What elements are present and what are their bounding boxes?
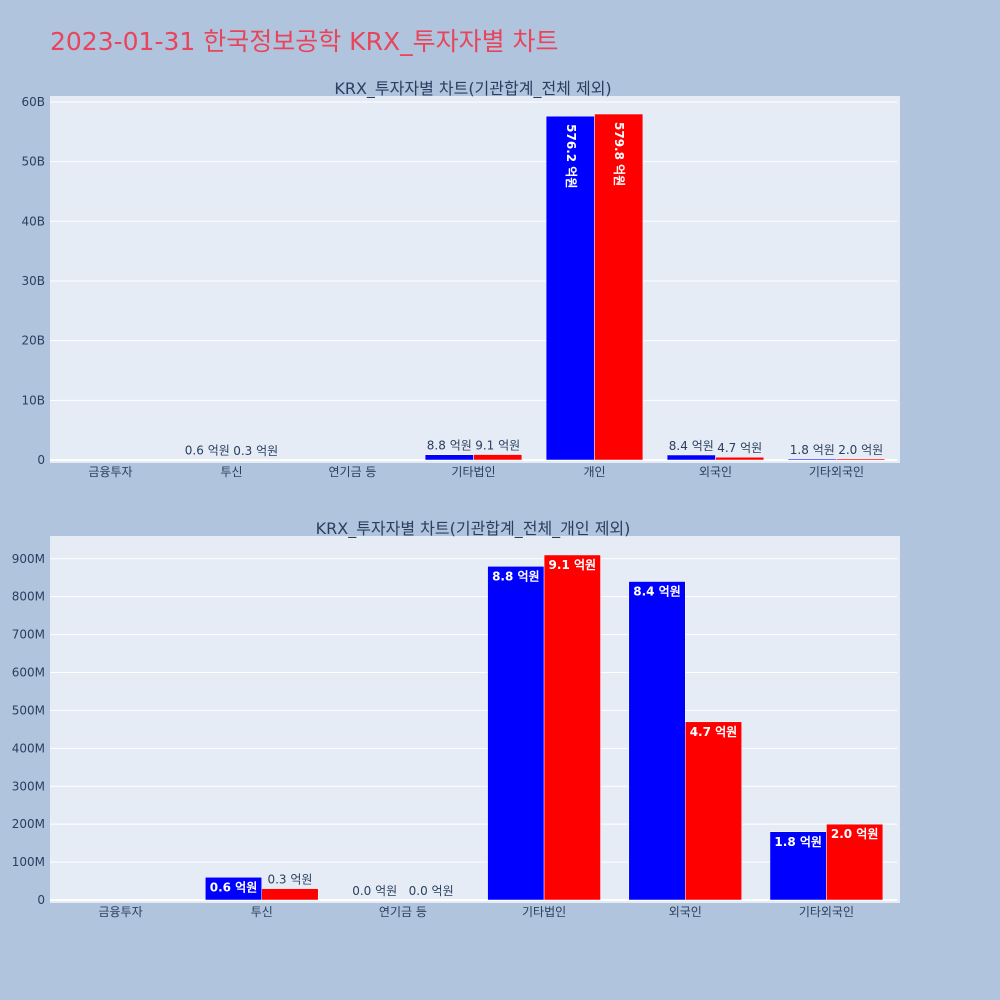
chart1-ytick-label: 30B — [21, 274, 45, 288]
chart2-xtick-label: 금융투자 — [98, 905, 142, 919]
chart2-data-label: 2.0 억원 — [831, 827, 879, 841]
chart2-xtick-label: 연기금 등 — [379, 905, 427, 919]
chart1-ytick-label: 60B — [21, 95, 45, 109]
chart1-plot-area — [50, 96, 900, 463]
chart2-xtick-label: 기타외국인 — [799, 905, 854, 919]
chart1-title: KRX_투자자별 차트(기관합계_전체 제외) — [334, 79, 611, 99]
chart2-bar[interactable] — [487, 566, 545, 901]
chart1-xtick-label: 기타법인 — [451, 465, 495, 479]
chart1-bar[interactable] — [545, 115, 595, 461]
chart2-ytick-label: 700M — [12, 628, 45, 642]
chart2-xtick-label: 기타법인 — [522, 905, 566, 919]
chart1-ytick-label: 10B — [21, 393, 45, 407]
chart1-bar[interactable] — [594, 113, 644, 461]
chart2-data-label: 9.1 억원 — [549, 558, 597, 572]
chart1-bar[interactable] — [666, 454, 716, 461]
chart2-ytick-label: 200M — [12, 817, 45, 831]
chart2-ytick-label: 300M — [12, 779, 45, 793]
chart1-ytick-label: 0 — [37, 453, 45, 467]
chart1-bar[interactable] — [473, 454, 523, 461]
chart1-xtick-label: 기타외국인 — [809, 465, 864, 479]
chart2-bar[interactable] — [826, 823, 884, 901]
chart2-ytick-label: 400M — [12, 741, 45, 755]
chart2-xtick-label: 투신 — [251, 905, 273, 919]
chart2-ytick-label: 600M — [12, 666, 45, 680]
chart2-data-label: 8.4 억원 — [633, 585, 681, 599]
chart1-xtick-label: 투신 — [220, 465, 242, 479]
chart2-data-label: 8.8 억원 — [492, 569, 540, 583]
chart2-ytick-label: 0 — [37, 893, 45, 907]
chart1-data-label: 2.0 억원 — [838, 443, 883, 457]
chart1-bar[interactable] — [787, 458, 837, 461]
chart1-xtick-label: 외국인 — [699, 465, 732, 479]
chart2-bar[interactable] — [769, 831, 827, 901]
chart2-data-label: 0.6 억원 — [210, 880, 258, 894]
chart2-ytick-label: 500M — [12, 703, 45, 717]
chart1-bar[interactable] — [424, 454, 474, 461]
chart1-xtick-label: 연기금 등 — [329, 465, 377, 479]
chart2-bar[interactable] — [685, 721, 742, 901]
chart2-ytick-label: 900M — [12, 552, 45, 566]
chart2-data-label: 0.0 억원 — [352, 884, 397, 898]
chart2-bar[interactable] — [628, 581, 686, 901]
chart2-data-label: 0.0 억원 — [409, 884, 454, 898]
chart1-data-label: 576.2 억원 — [564, 124, 578, 188]
chart1-ytick-label: 40B — [21, 214, 45, 228]
chart1: KRX_투자자별 차트(기관합계_전체 제외) 0 10B 20B 30B 40B 50B 6… — [21, 79, 900, 479]
chart1-data-label: 1.8 억원 — [790, 443, 835, 457]
chart1-data-label: 579.8 억원 — [612, 122, 626, 186]
chart2-ytick-label: 100M — [12, 855, 45, 869]
chart1-data-label: 0.6 억원 — [185, 444, 230, 458]
chart1-ytick-label: 50B — [21, 155, 45, 169]
chart2-bar[interactable] — [543, 554, 601, 901]
chart2: KRX_투자자별 차트(기관합계_전체_개인 제외) 0 100M 200M 300M 4… — [12, 519, 900, 919]
chart2-data-label: 4.7 억원 — [690, 725, 738, 739]
chart2-title: KRX_투자자별 차트(기관합계_전체_개인 제외) — [316, 519, 631, 539]
chart2-xtick-label: 외국인 — [669, 905, 702, 919]
chart2-ytick-label: 800M — [12, 590, 45, 604]
chart1-data-label: 9.1 억원 — [475, 439, 520, 453]
chart1-xtick-label: 금융투자 — [88, 465, 132, 479]
chart1-data-label: 8.4 억원 — [669, 439, 714, 453]
chart1-data-label: 0.3 억원 — [233, 444, 278, 458]
chart1-bar[interactable] — [715, 456, 765, 461]
chart1-xtick-label: 개인 — [583, 465, 605, 479]
chart1-data-label: 8.8 억원 — [427, 439, 472, 453]
page-title: 2023-01-31 한국정보공학 KRX_투자자별 차트 — [50, 27, 559, 56]
chart2-bar[interactable] — [261, 888, 319, 901]
chart1-data-label: 4.7 억원 — [717, 441, 762, 455]
chart2-data-label: 0.3 억원 — [267, 873, 312, 887]
chart2-data-label: 1.8 억원 — [774, 835, 822, 849]
chart1-ytick-label: 20B — [21, 334, 45, 348]
chart1-bar[interactable] — [836, 458, 886, 461]
